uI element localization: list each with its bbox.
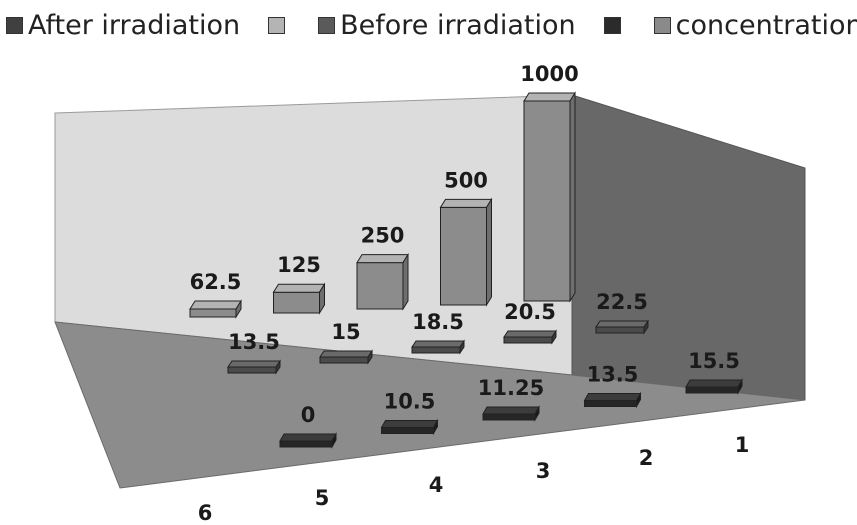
chart-bars <box>189 91 743 449</box>
bar-after-irradiation-5 <box>380 418 439 436</box>
legend-item-after-irradiation: After irradiation <box>6 10 240 41</box>
data-label: 11.25 <box>478 376 544 400</box>
chart-category-labels: 6 5 4 3 2 1 <box>198 433 750 525</box>
data-label: 1000 <box>520 62 578 86</box>
bar-before-irradiation-5 <box>319 349 373 365</box>
legend-label: concentration <box>675 9 857 41</box>
legend-swatch <box>318 16 336 34</box>
category-tick-label: 4 <box>429 473 444 497</box>
bar-before-irradiation-4 <box>411 339 465 355</box>
data-label: 500 <box>444 168 488 192</box>
category-tick-label: 6 <box>198 501 213 525</box>
data-label: 22.5 <box>596 290 648 314</box>
bar-concentration-6 <box>189 299 242 319</box>
category-tick-label: 2 <box>639 446 654 470</box>
bar-after-irradiation-6 <box>279 432 337 449</box>
legend-item-concentration: concentration <box>653 9 857 41</box>
bar-before-irradiation-6 <box>227 359 281 375</box>
legend-swatch <box>653 16 671 34</box>
legend-item-before-irradiation: Before irradiation <box>318 10 576 41</box>
bar-concentration-4 <box>356 252 409 311</box>
data-label: 13.5 <box>228 330 280 354</box>
category-tick-label: 3 <box>536 459 551 483</box>
legend-swatch <box>6 16 23 34</box>
bar-concentration-5 <box>272 282 326 315</box>
legend-swatch <box>603 16 621 34</box>
bar-after-irradiation-4 <box>482 405 540 422</box>
data-label: 18.5 <box>412 310 464 334</box>
data-label: 250 <box>361 224 405 248</box>
data-label: 0 <box>301 403 316 427</box>
legend-swatch <box>268 16 286 34</box>
legend-item-unlabeled-dark <box>603 16 626 34</box>
legend-item-unlabeled-light <box>268 16 290 34</box>
bar-after-irradiation-3 <box>583 391 642 409</box>
data-label: 125 <box>277 253 321 277</box>
chart-data-labels: 62.5 125 250 500 1000 13.5 15 18.5 20.5 22.5 0 10.5… <box>190 62 740 427</box>
bar-before-irradiation-2 <box>595 319 649 335</box>
legend-label: After irradiation <box>28 9 241 41</box>
chart-legend: After irradiation Before irradiation con… <box>6 8 857 42</box>
category-tick-label: 1 <box>735 433 750 457</box>
data-label: 20.5 <box>504 300 556 324</box>
data-label: 10.5 <box>384 390 436 414</box>
legend-label: Before irradiation <box>340 9 576 41</box>
data-label: 15 <box>331 320 360 344</box>
bar-after-irradiation-2 <box>685 378 743 395</box>
bar-before-irradiation-3 <box>503 329 557 345</box>
category-tick-label: 5 <box>315 486 330 510</box>
bar-concentration-3 <box>439 197 493 307</box>
data-label: 13.5 <box>587 363 639 387</box>
data-label: 62.5 <box>190 270 242 294</box>
bar-concentration-2 <box>523 91 576 303</box>
data-label: 15.5 <box>688 349 740 373</box>
